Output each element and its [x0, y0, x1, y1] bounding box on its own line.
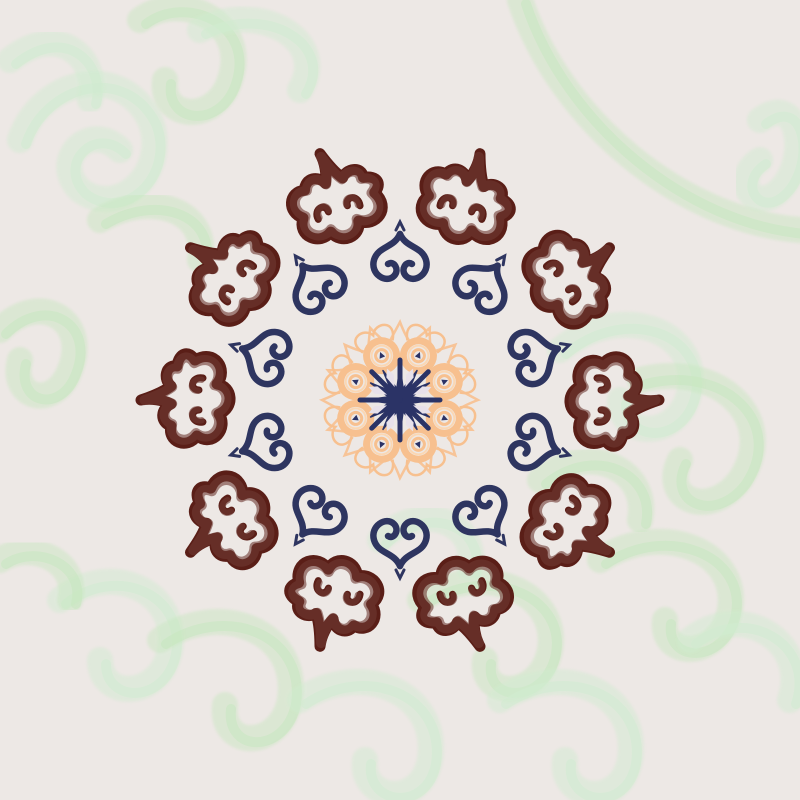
- ring-flower-icon: [353, 322, 406, 377]
- ring-flower-icon: [322, 353, 377, 406]
- ring-flower-icon: [423, 395, 478, 448]
- star-gap: [405, 368, 414, 388]
- scroll-curl-icon: [274, 240, 351, 317]
- cloud-scroll-icon: [141, 354, 230, 443]
- center-ring: [322, 322, 478, 478]
- star-gap: [368, 386, 388, 395]
- star-gap: [412, 386, 432, 395]
- star-ray: [369, 369, 403, 403]
- star-gap: [368, 405, 388, 414]
- scroll-curl-icon: [373, 222, 426, 279]
- scroll-curl-icon: [450, 240, 527, 317]
- star-gap: [386, 412, 395, 432]
- star-gap: [412, 405, 432, 414]
- cloud-scroll-icon: [163, 463, 288, 588]
- ring-flower-icon: [395, 322, 448, 377]
- scroll-curl-icon: [223, 320, 294, 388]
- star-ray: [397, 369, 431, 403]
- cloud-scroll-icon: [276, 547, 389, 659]
- scroll-curl-icon: [223, 412, 294, 480]
- core-star: [357, 357, 443, 443]
- star-ray: [369, 397, 403, 431]
- star-gap: [386, 368, 395, 388]
- ring-flower-icon: [353, 423, 406, 478]
- star-ray: [397, 397, 431, 431]
- cloud-scroll-icon: [279, 139, 392, 251]
- cloud-scroll-icon: [411, 140, 524, 252]
- cloud-scroll-icon: [408, 548, 521, 660]
- star-gap: [405, 412, 414, 432]
- scroll-curl-icon: [274, 482, 351, 559]
- ring-flower-icon: [395, 423, 448, 478]
- ring-flower-icon: [423, 353, 478, 406]
- ring-flower-icon: [322, 395, 377, 448]
